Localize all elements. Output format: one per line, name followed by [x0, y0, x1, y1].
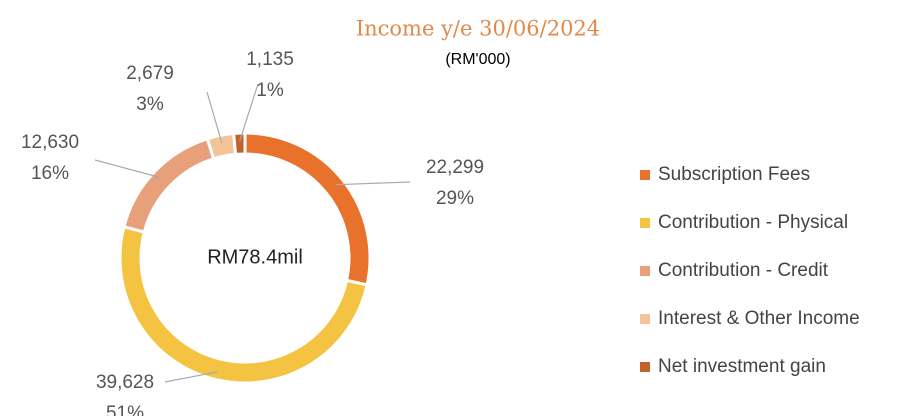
percent-label: 51%	[106, 403, 144, 416]
donut-slice	[205, 131, 238, 161]
leader-line	[336, 181, 411, 186]
legend-swatch	[640, 314, 650, 324]
value-label: 39,628	[96, 372, 154, 393]
leader-line	[206, 91, 223, 144]
legend-swatch	[640, 266, 650, 276]
value-label: 22,299	[426, 157, 484, 178]
value-label: 2,679	[126, 63, 174, 84]
legend-swatch	[640, 170, 650, 180]
legend-label: Contribution - Credit	[658, 260, 829, 281]
value-label: 12,630	[21, 132, 79, 153]
legend-swatch	[640, 218, 650, 228]
percent-label: 29%	[436, 188, 474, 209]
percent-label: 1%	[256, 80, 284, 101]
donut-slice	[122, 136, 216, 234]
legend-label: Contribution - Physical	[658, 212, 848, 233]
chart-subtitle: (RM'000)	[445, 51, 510, 68]
leader-line	[239, 83, 259, 142]
leader-line	[164, 371, 218, 383]
percent-label: 16%	[31, 163, 69, 184]
center-label: RM78.4mil	[207, 246, 303, 268]
value-label: 1,135	[246, 49, 294, 70]
legend-swatch	[640, 362, 650, 372]
legend-label: Interest & Other Income	[658, 308, 860, 329]
percent-label: 3%	[136, 94, 164, 115]
donut-slice	[232, 131, 247, 157]
legend-label: Net investment gain	[658, 356, 826, 377]
chart-title: Income y/e 30/06/2024	[356, 17, 600, 41]
legend-label: Subscription Fees	[658, 164, 810, 185]
leader-line	[94, 159, 161, 179]
